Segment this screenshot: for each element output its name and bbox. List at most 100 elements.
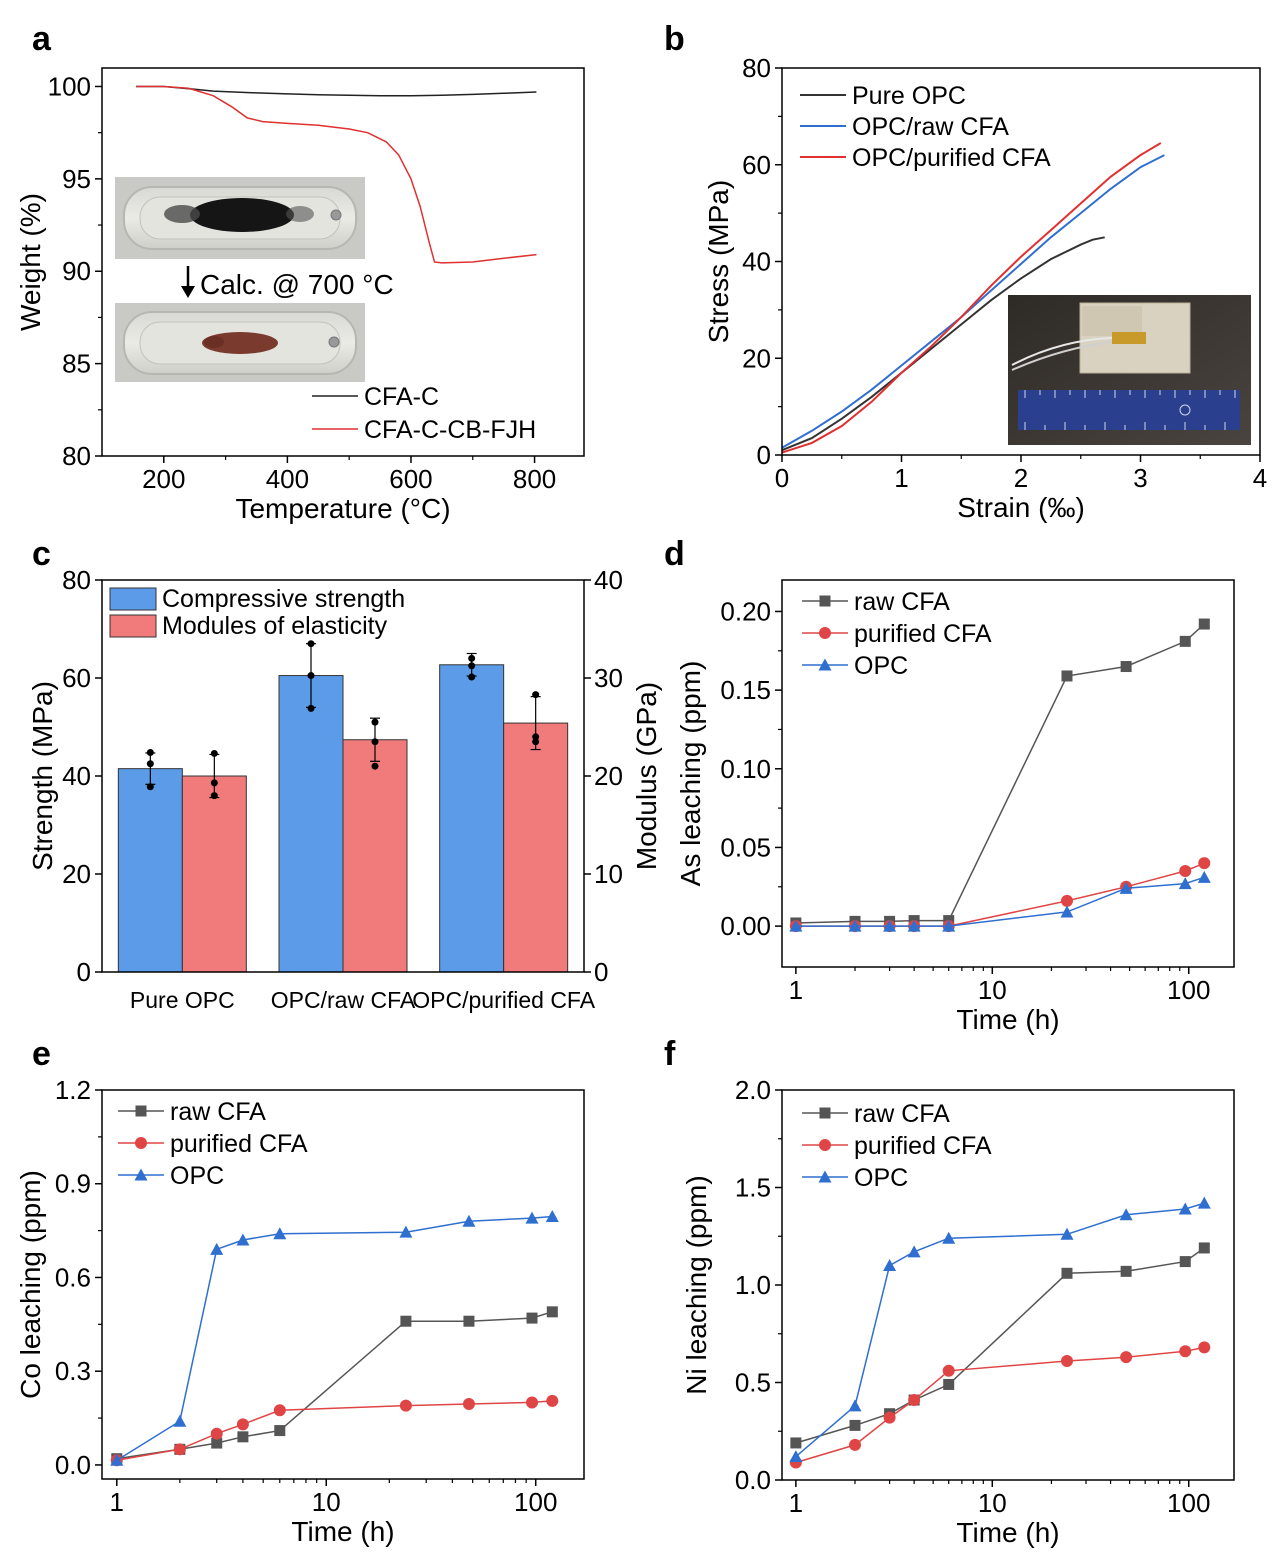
y-tick-label: 100 [48,71,91,101]
legend-label: purified CFA [854,1132,992,1160]
data-marker-opc [462,1214,476,1227]
data-marker-opc [883,1259,897,1271]
legend-marker [818,1170,832,1183]
y-tick-label: 0.00 [720,911,771,941]
y2-tick-label: 40 [594,565,623,595]
data-marker-opc [1178,877,1192,890]
y-tick-label: 0.05 [720,832,771,862]
data-marker-raw-cfa [274,1425,286,1437]
data-marker-opc [545,1210,559,1223]
x-tick-label: 2 [1014,463,1028,493]
y-tick-label: 80 [62,565,91,595]
data-marker-raw-cfa [211,1437,223,1449]
x-tick-label: 100 [1167,1488,1210,1518]
x-axis-title: Time (h) [291,1516,394,1547]
x-tick-label: 800 [513,464,556,494]
series-line-raw-cfa [795,1247,1205,1444]
legend-label: Compressive strength [162,585,405,613]
y-tick-label: 0.0 [55,1450,91,1480]
y-tick-label: 1.0 [735,1270,771,1300]
data-marker-opc [848,1399,862,1412]
plot-frame [781,579,1235,968]
data-marker-raw-cfa [849,1419,861,1431]
bar-modulus [503,722,569,973]
x-tick-label: 400 [266,464,309,494]
data-point [371,718,379,726]
data-point [210,779,218,787]
y-tick-label: 0.20 [720,596,771,626]
data-marker-raw-cfa [1179,1256,1191,1268]
data-marker-raw-cfa [1120,661,1132,673]
data-point [146,748,154,756]
y-axis-title: As leaching (ppm) [675,661,706,887]
category-label: OPC/raw CFA [271,987,416,1013]
data-marker-raw-cfa [943,1378,955,1390]
y-tick-label: 20 [742,343,771,373]
data-point [210,749,218,757]
data-marker-raw-cfa [400,1315,412,1327]
panel-letter-d: d [664,535,685,573]
plot-frame [101,67,585,457]
data-marker-opc [848,919,862,932]
data-marker-raw-cfa [1198,1242,1210,1254]
series-line-opc-raw-cfa [781,154,1165,449]
data-marker-purified-cfa [1060,1355,1073,1368]
legend-label: raw CFA [854,1100,950,1128]
data-marker-purified-cfa [236,1418,249,1431]
data-marker-opc [942,1231,956,1244]
inset-caption: Calc. @ 700 °C [200,269,394,300]
y-tick-label: 40 [62,761,91,791]
data-marker-purified-cfa [173,1443,186,1456]
legend-marker [819,595,831,607]
legend-label: OPC [854,652,908,680]
panel-a-tga-chart: 80 85 90 95 100 200 400 600 800 Temperature (°C) W… [15,67,585,524]
data-marker-opc [1119,1208,1133,1221]
data-marker-raw-cfa [790,1437,802,1449]
data-marker-purified-cfa [526,1396,539,1409]
data-marker-raw-cfa [1061,670,1073,682]
data-marker-opc [236,1233,250,1246]
data-marker-purified-cfa [1198,857,1211,870]
legend-label: raw CFA [854,588,950,616]
y2-tick-label: 20 [594,761,623,791]
series-line-raw-cfa [116,1311,553,1460]
x-tick-label: 1 [789,1488,803,1518]
data-marker-opc [273,1227,287,1240]
legend-label: OPC/raw CFA [852,113,1009,141]
x-tick-label: 1 [894,463,908,493]
panel-letter-f: f [664,1035,676,1073]
y-axis-title: Ni leaching (ppm) [681,1175,712,1394]
y-tick-label: 0.9 [55,1169,91,1199]
y2-axis-title: Modulus (GPa) [631,682,662,870]
data-point [371,762,379,770]
panel-b-stress-strain-chart: 0 20 40 60 80 0 1 2 3 4 Strain (‰) Stress (MPa) Pure… [703,53,1267,523]
x-tick-label: 1 [110,1487,124,1517]
legend-label: CFA-C-CB-FJH [364,416,536,444]
legend-marker [819,627,831,639]
y-tick-label: 40 [742,247,771,277]
legend-marker [135,1105,147,1117]
data-marker-opc [1197,1196,1211,1209]
data-point [210,792,218,800]
x-tick-label: 10 [312,1487,341,1517]
data-marker-purified-cfa [1179,865,1192,878]
x-tick-label: 4 [1253,463,1267,493]
x-tick-label: 600 [389,464,432,494]
data-marker-opc [210,1242,224,1255]
y-tick-label: 1.2 [55,1075,91,1105]
y-axis-title: Weight (%) [15,193,46,331]
y2-tick-label: 10 [594,859,623,889]
y-tick-label: 90 [62,256,91,286]
plot-frame [101,1089,585,1480]
data-point [146,783,154,791]
category-label: Pure OPC [130,987,235,1013]
panel-letter-b: b [664,20,685,58]
data-point [532,733,540,741]
legend-marker [819,1139,831,1151]
data-marker-purified-cfa [1179,1345,1192,1358]
y-tick-label: 0 [757,440,771,470]
data-point [146,760,154,768]
data-point [371,738,379,746]
